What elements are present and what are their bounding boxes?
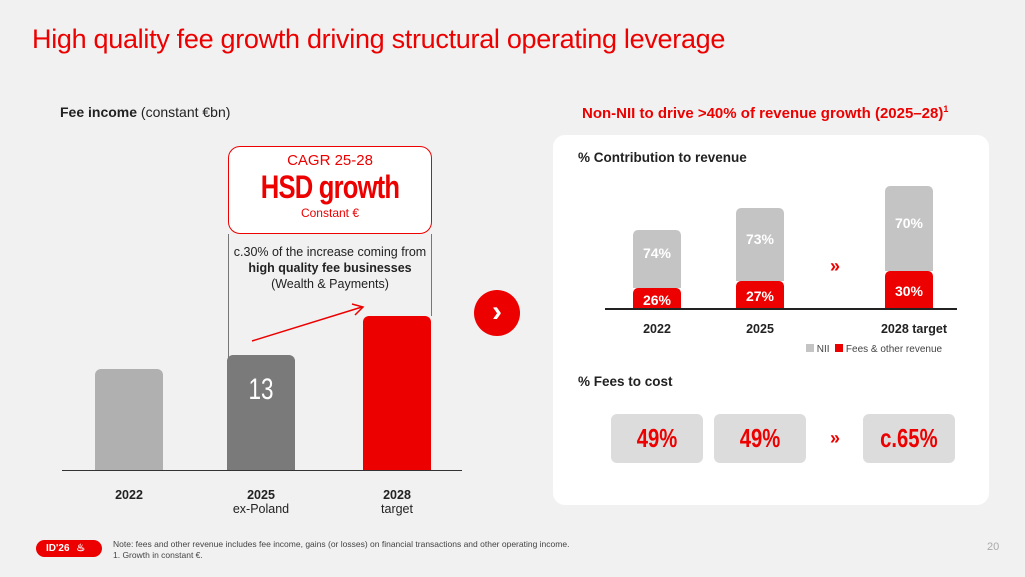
footnotes: Note: fees and other revenue includes fe… [113, 539, 570, 560]
bracket-line-right [431, 234, 432, 316]
fee-income-unit: (constant €bn) [140, 104, 231, 120]
contribution-bar-fees: 27% [736, 281, 784, 308]
cagr-value: HSD growth [260, 169, 400, 205]
fees-to-cost-2022: 49% [611, 414, 703, 463]
cagr-note: Constant € [300, 206, 360, 220]
contribution-baseline [605, 308, 957, 310]
contribution-x-label: 2025 [746, 322, 774, 336]
fee-bar: 13 [227, 355, 295, 470]
contribution-title: % Contribution to revenue [578, 150, 747, 165]
contribution-bar-nii: 73% [736, 208, 784, 281]
fees-to-cost-2025: 49% [714, 414, 806, 463]
fee-income-label: Fee income [60, 104, 138, 120]
fee-bar [95, 369, 163, 470]
legend: NII Fees & other revenue [806, 344, 942, 355]
contribution-bar-nii: 74% [633, 230, 681, 288]
fee-baseline [62, 470, 462, 471]
growth-arrow-icon [251, 303, 365, 342]
contribution-bar-fees: 26% [633, 287, 681, 308]
page-number: 20 [987, 541, 1000, 553]
cagr-label: CAGR 25-28 [287, 152, 373, 169]
contribution-x-label: 2022 [643, 322, 671, 336]
fee-income-chart: 2022 13 2025 ex-Poland 2028 target [0, 0, 470, 577]
legend-fees: Fees & other revenue [845, 344, 943, 355]
bracket-line-left [228, 234, 229, 470]
non-nii-heading: Non-NII to drive >40% of revenue growth … [582, 104, 949, 122]
fee-increase-note: c.30% of the increase coming from high q… [233, 245, 427, 291]
contribution-bar-nii: 70% [885, 186, 933, 272]
fee-x-label: 2028 target [381, 488, 413, 516]
fees-to-cost-title: % Fees to cost [578, 374, 673, 389]
cagr-box: CAGR 25-28 HSD growth Constant € [228, 146, 432, 234]
chevron-double-right-icon: » [830, 256, 841, 276]
chevron-double-right-icon: » [830, 428, 841, 448]
legend-fees-swatch [835, 344, 844, 352]
fees-to-cost-2028: c.65% [863, 414, 955, 463]
fee-x-label: 2025 ex-Poland [232, 488, 290, 516]
contribution-x-label: 2028 target [880, 322, 947, 336]
legend-nii: NII [816, 344, 830, 355]
id26-logo: ID'26 ♨ [36, 540, 102, 557]
fee-x-label: 2022 [115, 488, 143, 502]
fee-bar-label: 13 [248, 373, 274, 406]
chevron-right-icon: › [474, 290, 520, 336]
page-title: High quality fee growth driving structur… [32, 24, 726, 54]
fee-bar [363, 316, 431, 470]
fee-income-heading: Fee income (constant €bn) [60, 104, 230, 120]
contribution-bar-fees: 30% [885, 271, 933, 308]
legend-nii-swatch [806, 344, 814, 352]
